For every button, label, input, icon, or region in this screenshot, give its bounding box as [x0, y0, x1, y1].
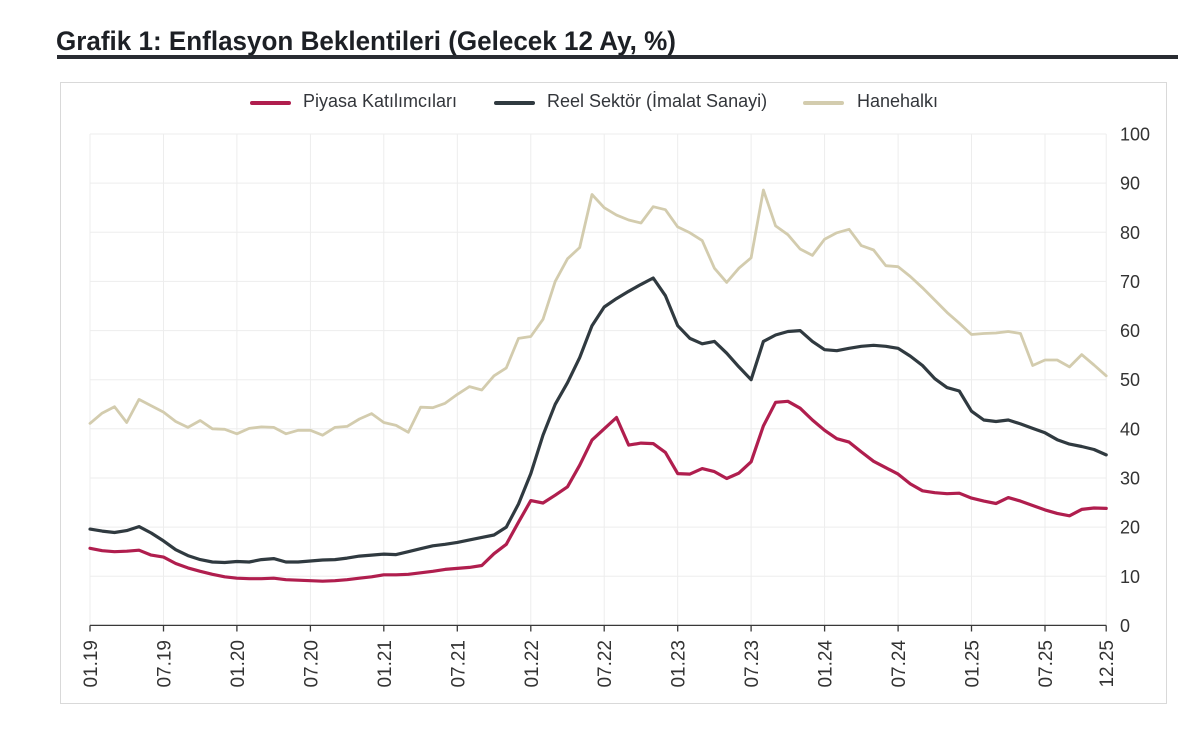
svg-text:50: 50: [1120, 370, 1140, 390]
svg-text:20: 20: [1120, 518, 1140, 538]
svg-text:12.25: 12.25: [1097, 640, 1118, 688]
svg-text:01.19: 01.19: [81, 640, 102, 688]
svg-text:40: 40: [1120, 419, 1140, 439]
svg-text:30: 30: [1120, 469, 1140, 489]
svg-text:10: 10: [1120, 567, 1140, 587]
svg-text:01.25: 01.25: [963, 640, 984, 688]
svg-text:07.22: 07.22: [595, 640, 616, 688]
svg-text:01.20: 01.20: [228, 640, 249, 688]
svg-text:90: 90: [1120, 174, 1140, 194]
svg-text:01.23: 01.23: [669, 640, 690, 688]
svg-text:0: 0: [1120, 616, 1130, 636]
svg-text:70: 70: [1120, 272, 1140, 292]
svg-text:07.24: 07.24: [889, 640, 910, 688]
svg-text:07.20: 07.20: [301, 640, 322, 688]
svg-text:07.23: 07.23: [742, 640, 763, 688]
svg-text:80: 80: [1120, 223, 1140, 243]
svg-text:01.22: 01.22: [522, 640, 543, 688]
svg-text:100: 100: [1120, 125, 1150, 145]
svg-text:07.21: 07.21: [448, 640, 469, 688]
svg-text:01.24: 01.24: [816, 640, 837, 688]
svg-text:07.25: 07.25: [1036, 640, 1057, 688]
svg-text:60: 60: [1120, 321, 1140, 341]
svg-text:01.21: 01.21: [375, 640, 396, 688]
svg-text:07.19: 07.19: [155, 640, 176, 688]
